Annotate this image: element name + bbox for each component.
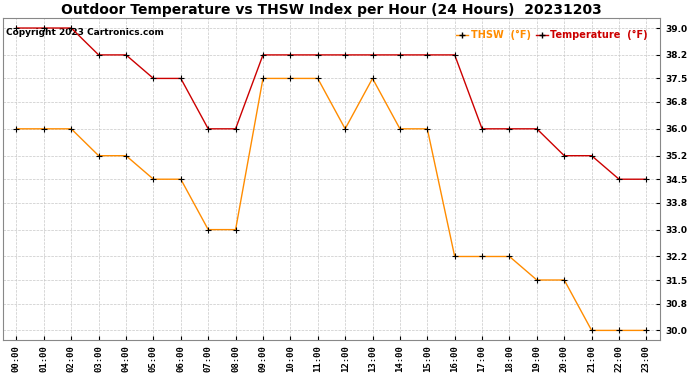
Title: Outdoor Temperature vs THSW Index per Hour (24 Hours)  20231203: Outdoor Temperature vs THSW Index per Ho… [61, 3, 602, 17]
Text: Copyright 2023 Cartronics.com: Copyright 2023 Cartronics.com [6, 28, 164, 37]
Legend: THSW  (°F), Temperature  (°F): THSW (°F), Temperature (°F) [453, 26, 652, 44]
